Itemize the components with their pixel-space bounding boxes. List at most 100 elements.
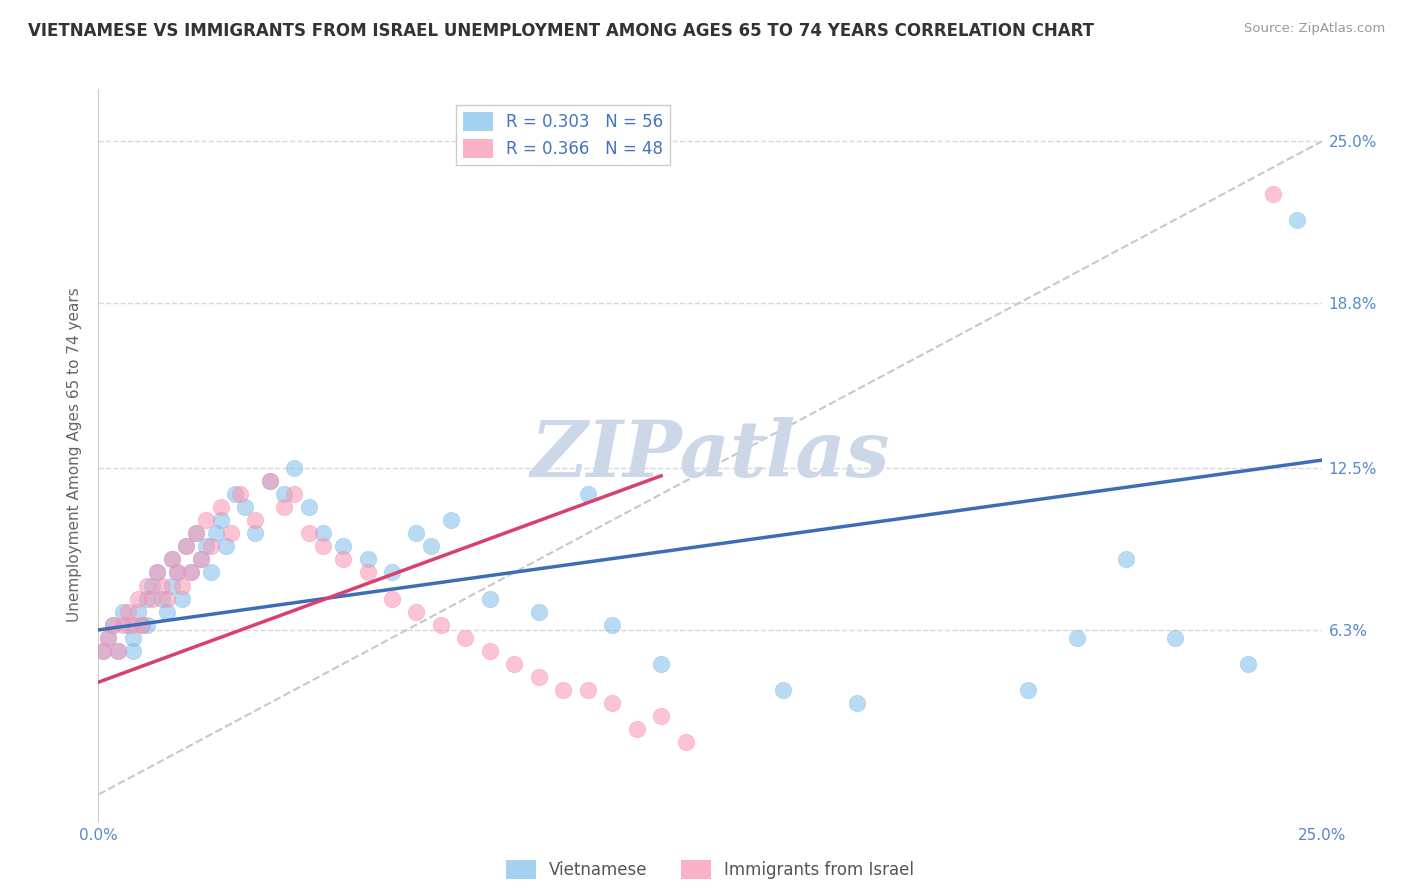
Point	[101, 617, 124, 632]
Point	[478, 591, 501, 606]
Point	[1115, 552, 1137, 566]
Point	[107, 644, 129, 658]
Point	[259, 474, 281, 488]
Point	[180, 566, 202, 580]
Point	[195, 513, 218, 527]
Point	[160, 552, 183, 566]
Point	[176, 539, 198, 553]
Point	[405, 605, 427, 619]
Point	[600, 617, 623, 632]
Point	[186, 526, 208, 541]
Point	[111, 605, 134, 619]
Point	[527, 605, 550, 619]
Point	[356, 566, 378, 580]
Point	[121, 631, 143, 645]
Point	[176, 539, 198, 553]
Point	[127, 591, 149, 606]
Point	[146, 566, 169, 580]
Y-axis label: Unemployment Among Ages 65 to 74 years: Unemployment Among Ages 65 to 74 years	[67, 287, 83, 623]
Point	[170, 578, 193, 592]
Point	[259, 474, 281, 488]
Point	[166, 566, 188, 580]
Point	[186, 526, 208, 541]
Point	[478, 644, 501, 658]
Point	[381, 591, 404, 606]
Point	[136, 578, 159, 592]
Point	[107, 644, 129, 658]
Point	[117, 617, 139, 632]
Point	[131, 617, 153, 632]
Point	[576, 487, 599, 501]
Point	[1237, 657, 1260, 671]
Point	[527, 670, 550, 684]
Point	[600, 696, 623, 710]
Point	[283, 487, 305, 501]
Point	[503, 657, 526, 671]
Point	[298, 500, 321, 515]
Point	[283, 461, 305, 475]
Point	[576, 683, 599, 698]
Point	[650, 657, 672, 671]
Point	[650, 709, 672, 723]
Legend: Vietnamese, Immigrants from Israel: Vietnamese, Immigrants from Israel	[499, 853, 921, 886]
Point	[233, 500, 256, 515]
Point	[156, 605, 179, 619]
Point	[1261, 186, 1284, 201]
Point	[332, 552, 354, 566]
Point	[243, 526, 266, 541]
Point	[101, 617, 124, 632]
Point	[772, 683, 794, 698]
Point	[146, 566, 169, 580]
Point	[91, 644, 114, 658]
Point	[312, 539, 335, 553]
Point	[200, 539, 222, 553]
Point	[156, 591, 179, 606]
Point	[209, 500, 232, 515]
Point	[200, 566, 222, 580]
Point	[195, 539, 218, 553]
Point	[1017, 683, 1039, 698]
Point	[97, 631, 120, 645]
Text: Source: ZipAtlas.com: Source: ZipAtlas.com	[1244, 22, 1385, 36]
Point	[131, 617, 153, 632]
Point	[1286, 212, 1309, 227]
Text: ZIPatlas: ZIPatlas	[530, 417, 890, 493]
Point	[205, 526, 228, 541]
Point	[91, 644, 114, 658]
Point	[141, 591, 163, 606]
Point	[97, 631, 120, 645]
Point	[626, 723, 648, 737]
Point	[136, 617, 159, 632]
Point	[430, 617, 453, 632]
Point	[1164, 631, 1187, 645]
Point	[190, 552, 212, 566]
Point	[209, 513, 232, 527]
Point	[845, 696, 868, 710]
Point	[111, 617, 134, 632]
Point	[117, 605, 139, 619]
Point	[170, 591, 193, 606]
Point	[454, 631, 477, 645]
Point	[214, 539, 236, 553]
Point	[356, 552, 378, 566]
Point	[440, 513, 463, 527]
Point	[219, 526, 242, 541]
Point	[160, 552, 183, 566]
Point	[553, 683, 575, 698]
Point	[675, 735, 697, 749]
Point	[1066, 631, 1088, 645]
Point	[332, 539, 354, 553]
Point	[121, 617, 143, 632]
Point	[273, 500, 295, 515]
Point	[141, 578, 163, 592]
Point	[229, 487, 252, 501]
Point	[160, 578, 183, 592]
Point	[420, 539, 443, 553]
Point	[381, 566, 404, 580]
Point	[150, 591, 173, 606]
Point	[273, 487, 295, 501]
Point	[136, 591, 159, 606]
Point	[121, 644, 143, 658]
Point	[298, 526, 321, 541]
Point	[224, 487, 246, 501]
